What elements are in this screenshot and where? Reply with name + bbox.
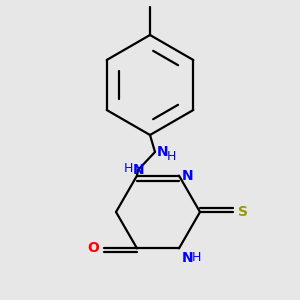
Text: O: O	[87, 242, 99, 255]
Text: H: H	[124, 161, 134, 175]
Text: H: H	[167, 149, 176, 163]
Text: N: N	[182, 169, 194, 183]
Text: H: H	[192, 251, 201, 264]
Text: S: S	[238, 205, 248, 219]
Text: N: N	[133, 163, 145, 177]
Text: N: N	[157, 145, 169, 159]
Text: N: N	[182, 251, 194, 266]
